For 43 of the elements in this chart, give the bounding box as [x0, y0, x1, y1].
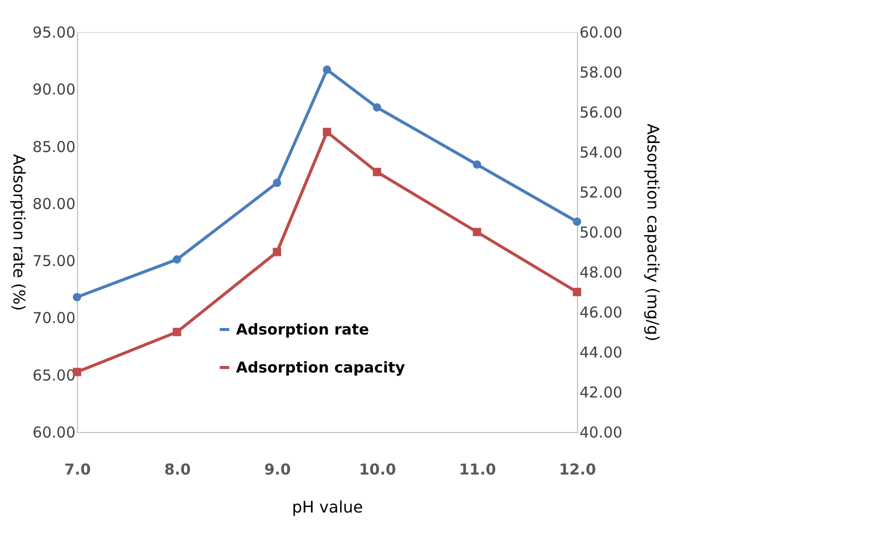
x-tick-label: 10.0 — [358, 460, 396, 478]
x-axis-title: pH value — [292, 498, 363, 516]
y2-tick-label: 42.00 — [580, 384, 622, 402]
y2-tick-label: 46.00 — [580, 304, 622, 322]
y-axis-title: Adsorption rate (%) — [10, 154, 29, 311]
point — [272, 178, 282, 188]
y-tick-label: 95.00 — [32, 24, 76, 42]
y2-tick-label: 54.00 — [580, 144, 622, 162]
point — [172, 255, 182, 264]
y2-tick-label: 60.00 — [580, 24, 622, 42]
point — [372, 168, 382, 176]
x-tick-label: 11.0 — [458, 460, 496, 478]
y-tick-label: 85.00 — [32, 138, 76, 156]
point — [572, 218, 582, 226]
y2-axis-title: Adsorption capacity (mg/g) — [643, 124, 662, 342]
y2-tick-label: 52.00 — [580, 184, 622, 202]
point — [72, 292, 82, 302]
y-tick-label: 60.00 — [32, 424, 76, 442]
y-tick-label: 75.00 — [32, 252, 76, 270]
y2-tick-label: 40.00 — [580, 424, 622, 442]
y2-tick-label: 50.00 — [580, 224, 622, 242]
x-tick-label: 9.0 — [264, 460, 291, 478]
y2-tick-label: 48.00 — [580, 264, 622, 282]
point — [322, 66, 332, 74]
legend-label: Adsorption capacity — [236, 358, 406, 376]
y-tick-label: 90.00 — [32, 80, 76, 99]
y-tick-label: 70.00 — [32, 309, 76, 328]
x-tick-label: 7.0 — [64, 460, 91, 478]
x-tick-label: 12.0 — [558, 460, 596, 478]
y-tick-label: 65.00 — [32, 366, 76, 384]
y2-tick-label: 58.00 — [580, 64, 622, 82]
point — [322, 128, 332, 136]
x-tick-label: 8.0 — [164, 460, 191, 478]
legend-label: Adsorption rate — [236, 320, 370, 338]
point — [472, 160, 482, 169]
point — [372, 103, 382, 112]
point — [172, 328, 182, 336]
y2-tick-label: 56.00 — [580, 104, 622, 122]
y-tick-label: 80.00 — [32, 194, 76, 213]
y2-tick-label: 44.00 — [580, 344, 622, 362]
point — [472, 228, 482, 236]
point — [272, 248, 282, 256]
point — [572, 288, 582, 296]
